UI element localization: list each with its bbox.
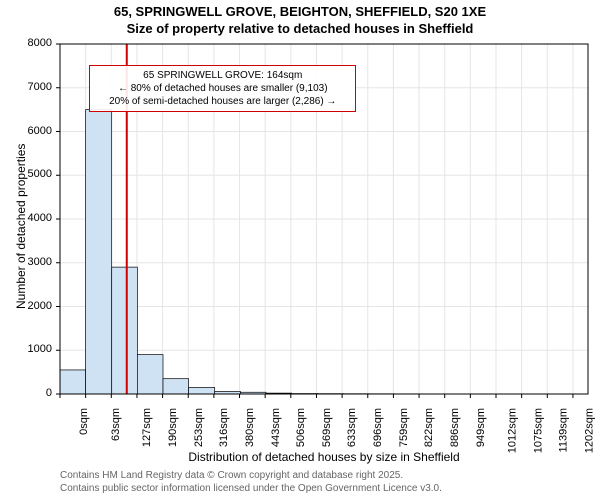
y-tick: 1000: [0, 343, 52, 355]
x-tick: 759sqm: [398, 408, 410, 447]
x-tick: 1012sqm: [507, 408, 519, 453]
x-axis-label: Distribution of detached houses by size …: [60, 450, 588, 464]
annotation-line2: ← 80% of detached houses are smaller (9,…: [96, 82, 349, 95]
x-tick: 822sqm: [424, 408, 436, 447]
x-tick: 190sqm: [167, 408, 179, 447]
x-tick: 253sqm: [193, 408, 205, 447]
x-tick: 1139sqm: [557, 408, 569, 452]
x-tick: 949sqm: [475, 408, 487, 447]
x-tick: 696sqm: [372, 408, 384, 447]
x-tick: 63sqm: [110, 408, 122, 441]
x-tick: 380sqm: [244, 408, 256, 447]
x-tick: 316sqm: [218, 408, 230, 447]
y-tick: 0: [0, 387, 52, 399]
x-tick: 569sqm: [321, 408, 333, 447]
y-tick: 8000: [0, 37, 52, 49]
x-tick: 443sqm: [270, 408, 282, 447]
y-axis-label: Number of detached properties: [14, 144, 28, 309]
x-tick: 127sqm: [141, 408, 153, 447]
y-tick: 7000: [0, 81, 52, 93]
annotation-line1: 65 SPRINGWELL GROVE: 164sqm: [96, 69, 349, 82]
attribution-line2: Contains public sector information licen…: [60, 483, 442, 494]
chart-container: 65, SPRINGWELL GROVE, BEIGHTON, SHEFFIEL…: [0, 0, 600, 500]
x-tick: 506sqm: [295, 408, 307, 447]
x-tick: 633sqm: [347, 408, 359, 447]
y-tick: 6000: [0, 125, 52, 137]
x-tick: 1075sqm: [532, 408, 544, 453]
x-tick: 886sqm: [449, 408, 461, 447]
x-tick: 0sqm: [78, 408, 90, 435]
marker-annotation: 65 SPRINGWELL GROVE: 164sqm ← 80% of det…: [89, 65, 356, 112]
annotation-line3: 20% of semi-detached houses are larger (…: [96, 95, 349, 108]
x-tick: 1202sqm: [584, 408, 596, 453]
attribution-line1: Contains HM Land Registry data © Crown c…: [60, 470, 403, 481]
